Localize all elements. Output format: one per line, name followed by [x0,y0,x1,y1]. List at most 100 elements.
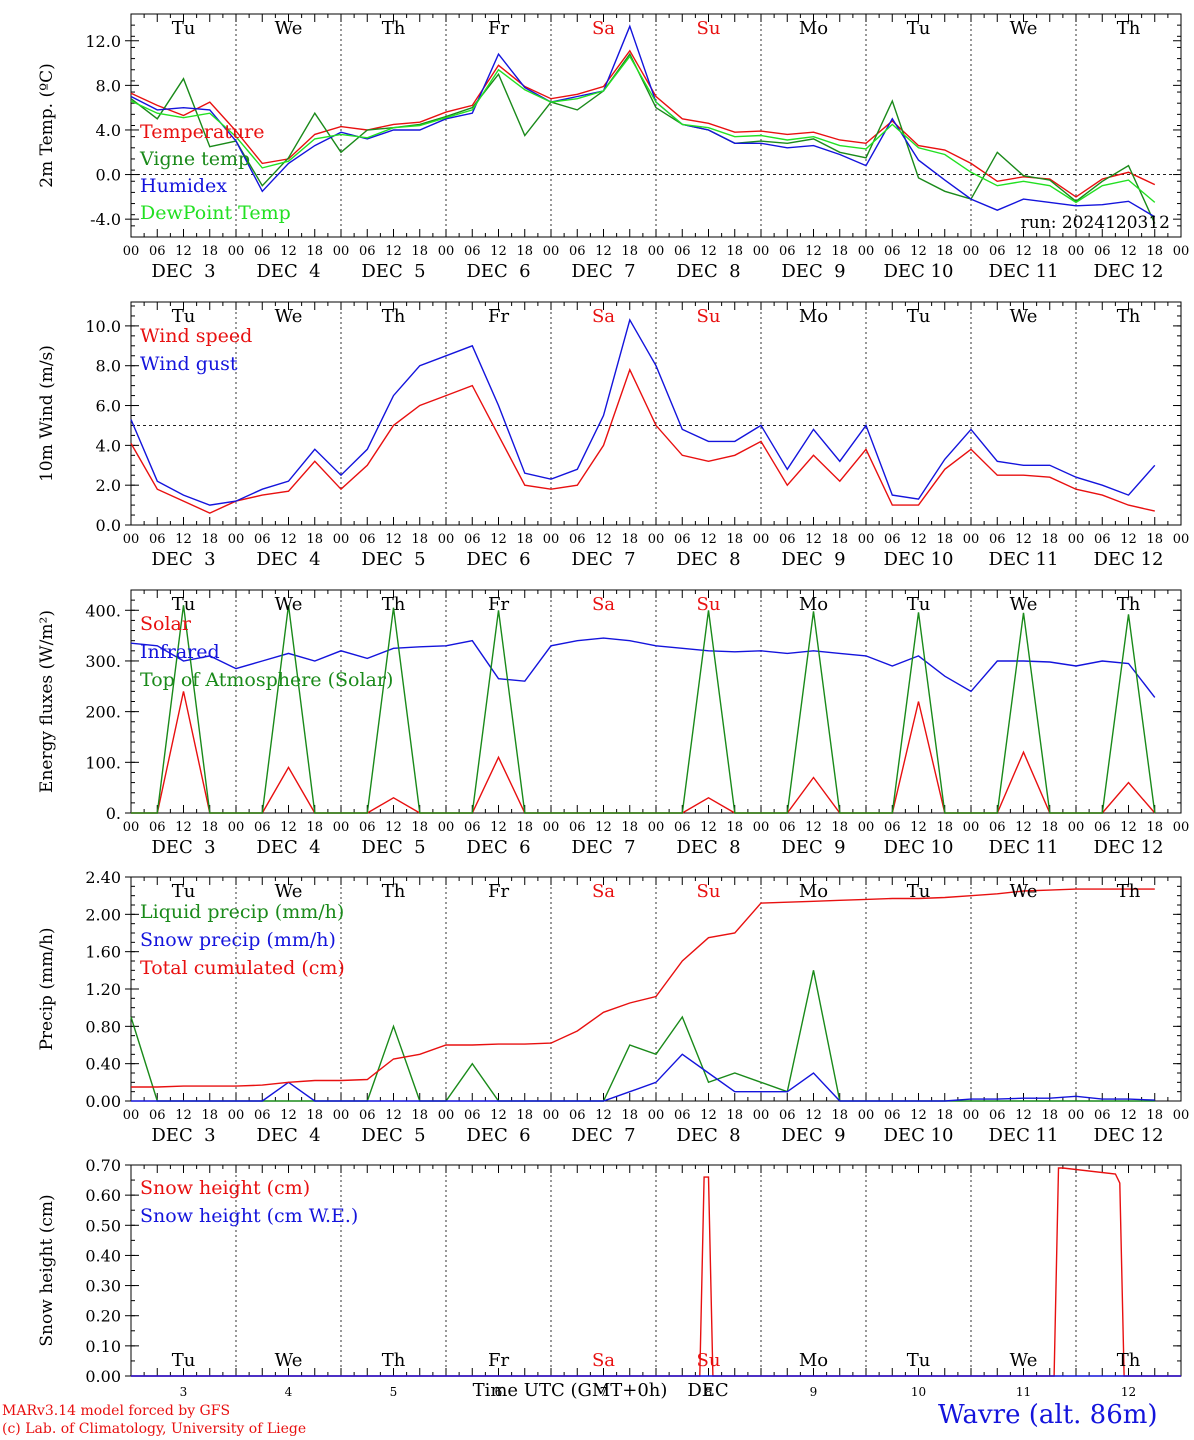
hour-label: 12 [700,820,717,835]
hour-label: 18 [201,532,218,547]
y-tick-label: 0.30 [85,1277,121,1296]
hour-label: 00 [333,532,350,547]
hour-label: 00 [123,532,140,547]
hour-label: 00 [228,820,245,835]
hour-label: 06 [569,820,586,835]
legend-entry: Top of Atmosphere (Solar) [140,669,393,691]
y-tick-label: 0. [106,804,121,823]
date-label: DEC 11 [989,549,1059,570]
day-label: We [275,594,303,615]
date-label: DEC 9 [781,261,845,282]
hour-label: 18 [831,532,848,547]
hour-label: 00 [1068,1108,1085,1123]
day-label: Tu [172,18,196,39]
hour-label: 18 [936,820,953,835]
panel-1: -4.0 0.0 4.0 8.0 12.0 2m Temp. (ºC) Temperatur… [37,13,1190,282]
hour-label: 00 [1173,532,1190,547]
date-label: DEC 4 [256,549,320,570]
legend-entry: Snow height (cm W.E.) [140,1205,358,1227]
hour-label: 00 [753,244,770,259]
date-label: DEC 3 [151,549,215,570]
hour-label: 06 [149,820,166,835]
hour-label: 18 [516,1108,533,1123]
hour-label: 12 [280,1108,297,1123]
hour-label: 18 [516,244,533,259]
hour-label: 00 [1173,244,1190,259]
day-label: Tu [172,594,196,615]
hour-label: 12 [1015,1108,1032,1123]
day-label: Th [382,594,406,615]
hour-label: 12 [805,820,822,835]
hour-label: 00 [858,820,875,835]
hour-label: 00 [858,1108,875,1123]
series-line-liquid-precip-mm-h- [130,970,1155,1102]
hour-label: 18 [1146,1108,1163,1123]
day-label: Sa [592,1350,615,1371]
hour-label: 18 [1146,532,1163,547]
hour-label: 18 [831,244,848,259]
date-label: DEC 8 [676,1125,740,1146]
hour-label: 00 [1173,820,1190,835]
hour-label: 12 [1015,532,1032,547]
hour-label: 00 [963,820,980,835]
series-line-wind-gust [130,318,1156,506]
hour-label: 18 [726,820,743,835]
day-number: 3 [180,1385,188,1399]
day-label: Th [382,881,406,902]
day-label: Tu [172,881,196,902]
hour-label: 18 [726,244,743,259]
hour-label: 06 [989,532,1006,547]
day-label: Th [1117,306,1141,327]
day-label: Th [1117,1350,1141,1371]
series-line-humidex [130,24,1156,218]
x-axis-label: Time UTC (GMT+0h) [473,1380,668,1400]
hour-label: 00 [543,244,560,259]
panel-2: 0.0 2.0 4.0 6.0 8.0 10.0 10m Wind (m/s) Wind sp… [37,301,1190,570]
hour-label: 12 [385,1108,402,1123]
hour-label: 18 [621,820,638,835]
date-label: DEC 3 [151,261,215,282]
y-axis-label: Precip (mm/h) [37,927,57,1050]
hour-label: 18 [306,244,323,259]
hour-label: 18 [201,244,218,259]
hour-label: 00 [543,532,560,547]
legend-entry: Wind gust [140,353,238,375]
hour-label: 00 [123,244,140,259]
hour-label: 00 [333,820,350,835]
hour-label: 18 [726,532,743,547]
hour-label: 12 [1015,244,1032,259]
y-tick-label: 8.0 [96,76,121,95]
hour-label: 00 [123,1108,140,1123]
legend-entry: Total cumulated (cm) [140,957,345,979]
hour-label: 06 [674,1108,691,1123]
y-tick-label: 0.40 [85,1055,121,1074]
date-label: DEC 4 [256,837,320,858]
hour-label: 18 [1146,244,1163,259]
hour-label: 12 [490,244,507,259]
date-label: DEC 5 [361,1125,425,1146]
y-tick-label: 200. [85,703,121,722]
hour-label: 06 [254,532,271,547]
hour-label: 12 [910,1108,927,1123]
hour-label: 06 [359,820,376,835]
hour-label: 00 [123,820,140,835]
day-label: Su [697,306,721,327]
date-label: DEC 8 [676,549,740,570]
day-label: Mo [799,881,828,902]
hour-label: 12 [280,820,297,835]
hour-label: 00 [648,820,665,835]
hour-label: 18 [516,532,533,547]
hour-label: 12 [805,244,822,259]
hour-label: 12 [910,820,927,835]
hour-label: 18 [411,820,428,835]
hour-label: 06 [569,1108,586,1123]
hour-label: 06 [674,244,691,259]
y-tick-label: 4.0 [96,121,121,140]
hour-label: 18 [936,532,953,547]
run-annotation: run: 2024120312 [1021,213,1170,233]
date-label: DEC 12 [1094,1125,1164,1146]
series-line-infrared [130,637,1156,698]
day-label: Sa [592,18,615,39]
hour-label: 06 [1094,1108,1111,1123]
legend-entry: Snow height (cm) [140,1177,310,1199]
